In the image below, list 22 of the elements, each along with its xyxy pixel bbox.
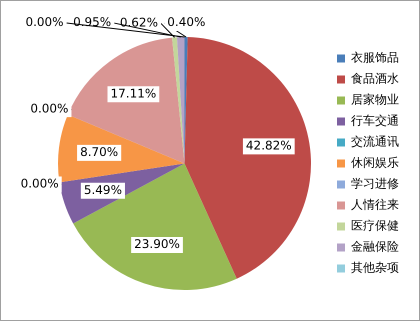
legend-label: 居家物业 <box>351 92 399 107</box>
data-label: 0.95% <box>73 15 112 30</box>
data-label: 17.11% <box>110 86 156 100</box>
data-label: 0.40% <box>167 15 206 30</box>
legend-label: 行车交通 <box>351 114 399 128</box>
legend-label: 金融保险 <box>351 240 399 254</box>
legend-label: 其他杂项 <box>351 260 399 275</box>
text: 0.00% <box>30 101 68 116</box>
data-label: 5.49% <box>84 182 122 197</box>
data-label: 42.82% <box>246 138 292 153</box>
text: 0.00% <box>20 176 59 191</box>
legend-label: 衣服饰品 <box>351 50 399 65</box>
legend-label: 食品酒水 <box>351 72 399 86</box>
legend-label: 人情往来 <box>351 198 399 212</box>
data-label: 23.90% <box>134 237 180 252</box>
legend-label: 交流通讯 <box>351 134 399 149</box>
text: 0.00% <box>25 15 64 30</box>
data-label: 0.62% <box>120 16 158 30</box>
legend-label: 休闲娱乐 <box>351 156 399 170</box>
legend-label: 学习进修 <box>351 176 399 191</box>
legend-label: 医疗保健 <box>351 218 399 233</box>
data-label: 8.70% <box>80 145 118 160</box>
